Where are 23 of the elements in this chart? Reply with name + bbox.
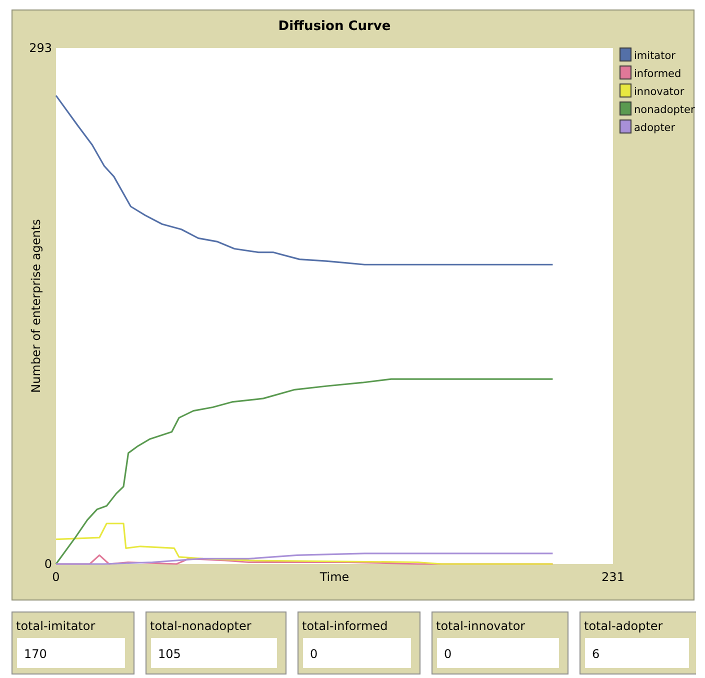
text: 170 bbox=[24, 647, 47, 661]
y-tick-label: 293 bbox=[29, 41, 52, 56]
line-series bbox=[55, 94, 554, 266]
legend-label: imitator bbox=[634, 50, 676, 62]
legend-label: innovator bbox=[634, 86, 685, 98]
x-axis-title: Time bbox=[318, 570, 350, 584]
text: total-imitator bbox=[16, 619, 96, 633]
line-series bbox=[55, 522, 554, 565]
text: total-innovator bbox=[436, 619, 526, 633]
chart-title: Diffusion Curve bbox=[278, 19, 391, 34]
text: total-adopter bbox=[584, 619, 663, 633]
line-series bbox=[55, 378, 554, 565]
legend-label: adopter bbox=[634, 122, 676, 134]
legend-label: informed bbox=[634, 68, 682, 80]
legend-label: nonadopter bbox=[634, 104, 696, 116]
text: 105 bbox=[158, 647, 181, 661]
text: 6 bbox=[592, 647, 600, 661]
y-axis-title: Number of enterprise agents bbox=[29, 219, 43, 393]
text: 0 bbox=[310, 647, 318, 661]
text: total-informed bbox=[302, 619, 388, 633]
x-tick-label: 231 bbox=[602, 570, 624, 584]
text: 0 bbox=[444, 647, 452, 661]
text: total-nonadopter bbox=[150, 619, 252, 633]
